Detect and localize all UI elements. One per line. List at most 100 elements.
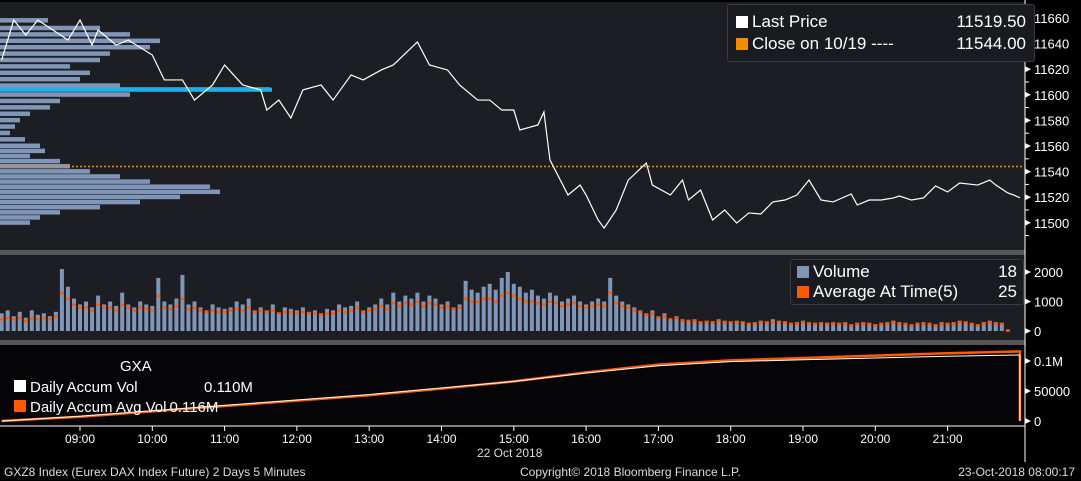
volume-bar <box>409 298 414 331</box>
average-mark <box>602 304 607 308</box>
volume-bar <box>921 322 926 331</box>
volume-bar <box>758 320 763 331</box>
volume-bar <box>722 320 727 331</box>
average-mark <box>885 322 890 326</box>
volume-bar <box>975 325 980 331</box>
volume-bar <box>945 323 950 331</box>
average-mark <box>90 309 95 312</box>
volume-bar <box>264 310 269 331</box>
volume-bar <box>41 313 46 331</box>
volume-bar <box>276 313 281 331</box>
average-mark <box>963 321 968 324</box>
average-mark <box>379 304 384 308</box>
volume-bar <box>349 305 354 331</box>
average-mark <box>331 312 336 315</box>
volume-bar <box>355 301 360 331</box>
average-mark <box>65 297 70 301</box>
volume-bar <box>300 307 305 331</box>
volume-profile-bar <box>0 137 25 142</box>
average-mark <box>499 294 504 298</box>
volume-bar <box>319 313 323 331</box>
average-mark <box>692 319 697 323</box>
volume-bar <box>897 322 902 331</box>
y-tick <box>1025 66 1031 73</box>
volume-bar <box>788 323 793 331</box>
average-mark <box>475 300 480 303</box>
y-tick-label: 11640 <box>1034 37 1069 52</box>
average-mark <box>535 301 540 305</box>
y-tick-label: 11580 <box>1034 113 1069 128</box>
volume-profile-bar <box>0 32 130 37</box>
average-mark <box>987 321 992 324</box>
legend-value: 18 <box>998 262 1017 281</box>
average-mark <box>282 310 287 314</box>
average-mark <box>710 321 715 324</box>
accum-legend-row: Daily Accum Avg Vol 0.116M <box>14 399 218 416</box>
volume-bar <box>584 304 589 331</box>
volume-bar <box>831 322 836 331</box>
volume-profile-bar <box>0 83 120 88</box>
volume-profile-bar <box>0 148 45 154</box>
volume-bar <box>35 314 40 331</box>
volume-profile-bar <box>0 163 70 169</box>
close-swatch <box>736 38 748 50</box>
volume-bar <box>578 301 583 331</box>
x-tick-label: 21:00 <box>933 432 963 446</box>
volume-bar <box>535 295 540 331</box>
average-mark <box>945 322 950 326</box>
average-mark <box>421 304 426 308</box>
average-mark <box>716 319 721 323</box>
x-tick-label: 12:00 <box>282 432 312 446</box>
volume-bar <box>776 320 781 331</box>
volume-bar <box>523 292 528 331</box>
volume-bar <box>782 322 787 331</box>
average-mark <box>114 309 119 312</box>
average-mark <box>288 310 293 314</box>
average-mark <box>276 312 281 315</box>
average-mark <box>41 316 46 320</box>
volume-bar <box>240 304 245 331</box>
average-mark <box>409 303 414 306</box>
volume-bar <box>614 295 619 331</box>
volume-bar <box>541 298 546 331</box>
volume-bar <box>668 319 673 331</box>
volume-bar <box>698 322 703 331</box>
average-mark <box>162 306 167 309</box>
average-mark <box>776 321 781 324</box>
average-mark <box>252 310 257 314</box>
average-mark <box>957 321 962 324</box>
point-of-control-line <box>0 87 272 92</box>
volume-bar <box>710 322 715 331</box>
volume-bar <box>638 310 643 331</box>
x-tick-label: 18:00 <box>716 432 746 446</box>
average-mark <box>198 309 203 312</box>
average-mark <box>734 321 739 324</box>
x-tick-label: 09:00 <box>65 432 95 446</box>
volume-bar <box>837 323 842 331</box>
y-tick-label: 11600 <box>1034 88 1069 103</box>
average-mark <box>831 322 836 326</box>
volume-bar <box>529 289 534 331</box>
average-mark <box>764 321 769 324</box>
legend-label: Close on 10/19 ---- <box>752 34 894 53</box>
average-mark <box>674 316 679 320</box>
volume-bar <box>102 304 107 331</box>
y-tick-label: 2000 <box>1034 265 1063 280</box>
volume-bar <box>403 295 408 331</box>
average-mark <box>132 309 137 312</box>
volume-bar <box>596 298 601 331</box>
y-tick-label: 11540 <box>1034 165 1069 180</box>
average-mark <box>270 309 275 312</box>
legend-value: 11544.00 <box>956 34 1026 53</box>
x-tick-label: 14:00 <box>426 432 456 446</box>
volume-bar <box>108 301 113 331</box>
volume-profile-bar <box>0 204 100 210</box>
volume-bar <box>186 304 191 331</box>
volume-bar <box>957 320 962 331</box>
average-mark <box>35 318 40 321</box>
x-tick-label: 13:00 <box>354 432 384 446</box>
volume-bar <box>23 317 28 331</box>
panel-divider <box>0 340 1025 345</box>
average-mark <box>469 300 474 303</box>
average-mark <box>873 324 878 327</box>
